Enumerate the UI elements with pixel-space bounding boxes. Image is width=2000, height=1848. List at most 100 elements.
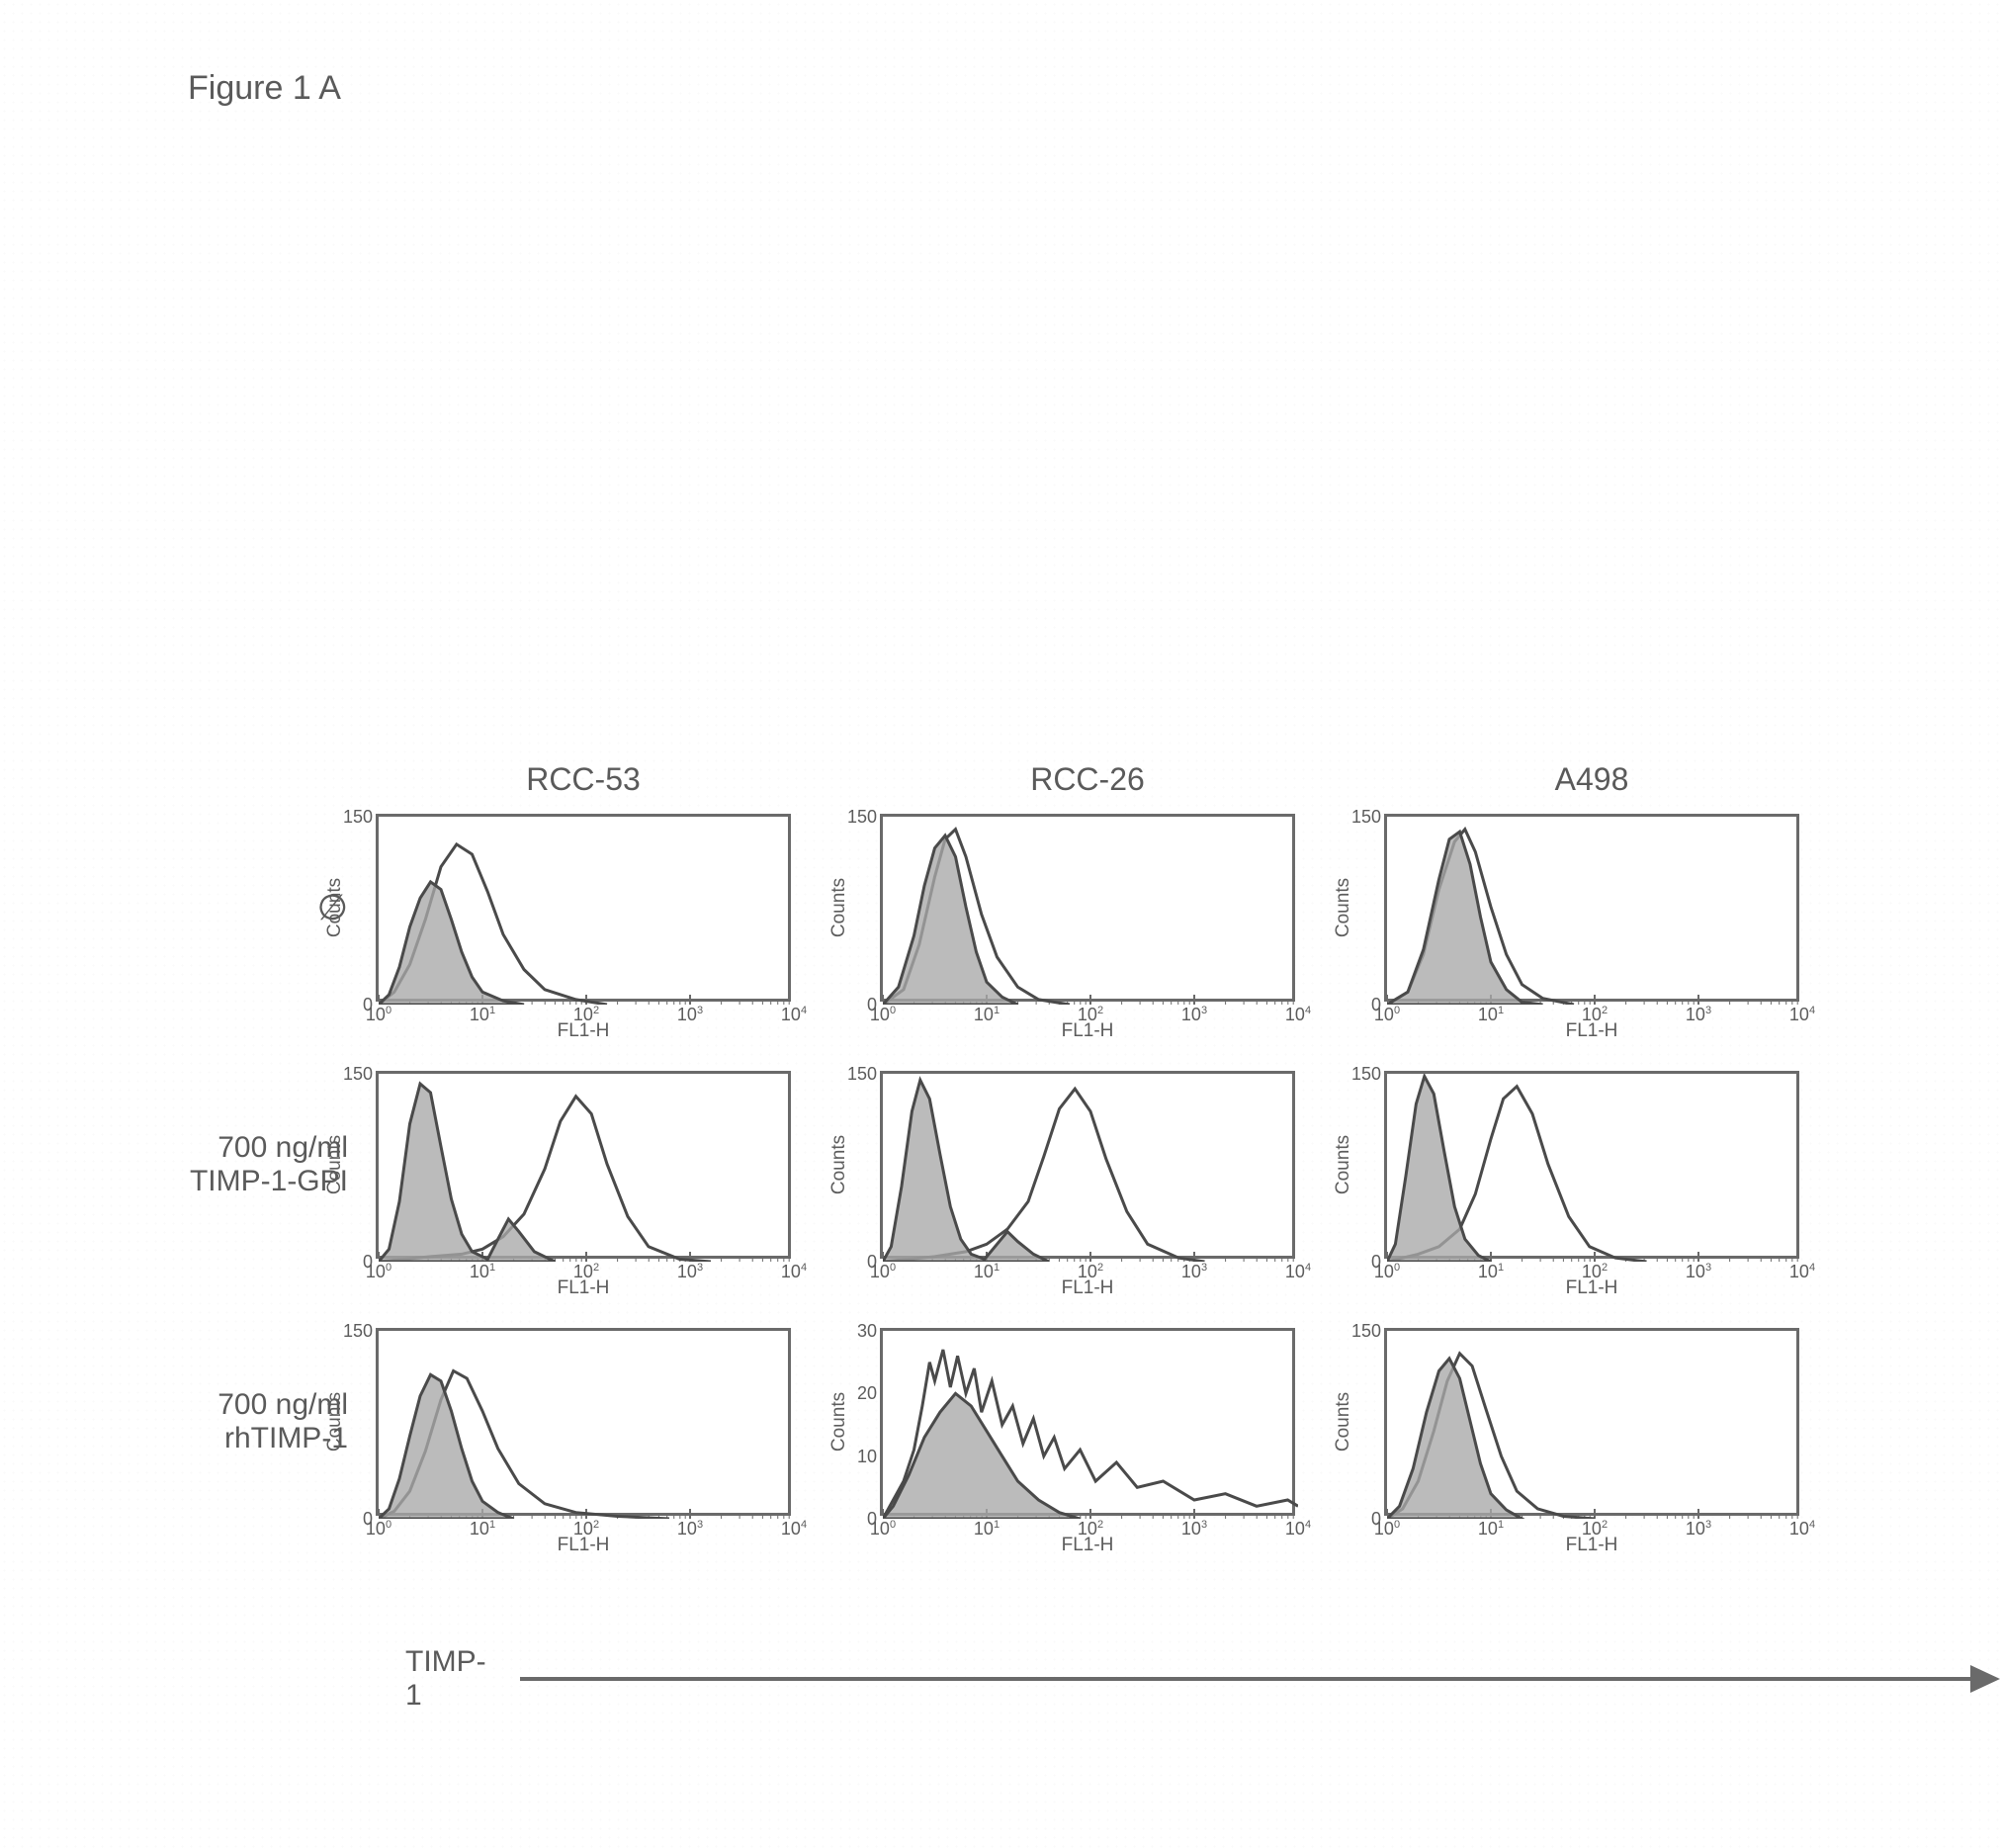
x-tick-labels: 100101102103104 bbox=[1387, 1005, 1796, 1024]
histogram-plot-area bbox=[379, 1331, 794, 1519]
x-tick-label: 104 bbox=[1285, 1519, 1311, 1540]
x-tick-label: 103 bbox=[1686, 1519, 1711, 1540]
flow-cytometry-histogram: Counts0102030FL1-H100101102103104 bbox=[880, 1328, 1295, 1516]
x-tick-label: 101 bbox=[974, 1519, 1000, 1540]
x-tick-label: 101 bbox=[974, 1262, 1000, 1282]
flow-cytometry-histogram: Counts0150FL1-H100101102103104 bbox=[1384, 1328, 1799, 1516]
y-axis-label: Counts bbox=[324, 878, 346, 937]
x-tick-label: 102 bbox=[1078, 1519, 1103, 1540]
panel-rows: ∅Counts0150FL1-H100101102103104Counts015… bbox=[148, 814, 1799, 1516]
x-tick-label: 100 bbox=[870, 1262, 896, 1282]
filled-histogram-curve bbox=[1387, 1359, 1522, 1519]
x-tick-label: 104 bbox=[781, 1005, 807, 1025]
x-tick-label: 100 bbox=[1374, 1005, 1400, 1025]
x-tick-label: 102 bbox=[573, 1005, 599, 1025]
x-tick-label: 103 bbox=[677, 1262, 703, 1282]
x-tick-label: 101 bbox=[1478, 1519, 1504, 1540]
filled-histogram-curve bbox=[379, 1374, 514, 1519]
y-tick-label: 150 bbox=[847, 807, 877, 828]
x-tick-label: 101 bbox=[1478, 1005, 1504, 1025]
histogram-plot-area bbox=[379, 817, 794, 1005]
x-tick-label: 100 bbox=[366, 1262, 391, 1282]
x-tick-label: 103 bbox=[1686, 1262, 1711, 1282]
x-tick-label: 104 bbox=[1789, 1005, 1815, 1025]
row-label-line: 700 ng/ml bbox=[148, 1388, 348, 1423]
y-tick-label: 150 bbox=[847, 1064, 877, 1085]
flow-cytometry-histogram: Counts0150FL1-H100101102103104 bbox=[1384, 1071, 1799, 1259]
column-header: RCC-26 bbox=[880, 761, 1295, 798]
arrow-label: TIMP-1 bbox=[405, 1645, 502, 1713]
x-tick-label: 104 bbox=[1789, 1519, 1815, 1540]
x-tick-label: 100 bbox=[870, 1519, 896, 1540]
filled-histogram-curve bbox=[379, 1084, 556, 1262]
y-tick-label: 150 bbox=[1351, 807, 1381, 828]
x-tick-label: 102 bbox=[1582, 1519, 1608, 1540]
histogram-plot-area bbox=[1387, 1331, 1802, 1519]
x-tick-labels: 100101102103104 bbox=[379, 1005, 788, 1024]
flow-cytometry-histogram: Counts0150FL1-H100101102103104 bbox=[376, 814, 791, 1002]
x-tick-label: 100 bbox=[366, 1519, 391, 1540]
x-tick-label: 102 bbox=[573, 1262, 599, 1282]
row-label-line: rhTIMP-1 bbox=[148, 1422, 348, 1456]
x-tick-label: 104 bbox=[1285, 1005, 1311, 1025]
x-tick-labels: 100101102103104 bbox=[1387, 1519, 1796, 1539]
x-tick-label: 100 bbox=[1374, 1262, 1400, 1282]
flow-cytometry-histogram: Counts0150FL1-H100101102103104 bbox=[376, 1071, 791, 1259]
x-tick-label: 103 bbox=[677, 1005, 703, 1025]
x-tick-label: 103 bbox=[1181, 1262, 1207, 1282]
x-axis-global-arrow: TIMP-1 bbox=[405, 1645, 2000, 1713]
y-axis-label: Counts bbox=[828, 1135, 850, 1194]
x-tick-label: 104 bbox=[781, 1519, 807, 1540]
filled-histogram-curve bbox=[883, 1080, 1049, 1262]
x-tick-label: 104 bbox=[1789, 1262, 1815, 1282]
y-tick-label: 150 bbox=[343, 1321, 373, 1342]
y-tick-label: 150 bbox=[1351, 1321, 1381, 1342]
flow-cytometry-histogram: Counts0150FL1-H100101102103104 bbox=[1384, 814, 1799, 1002]
row-label-line: 700 ng/ml bbox=[148, 1131, 348, 1166]
x-tick-label: 100 bbox=[870, 1005, 896, 1025]
x-tick-label: 104 bbox=[781, 1262, 807, 1282]
y-axis-label: Counts bbox=[1333, 878, 1354, 937]
x-tick-label: 103 bbox=[1686, 1005, 1711, 1025]
x-tick-label: 101 bbox=[1478, 1262, 1504, 1282]
histogram-plot-area bbox=[883, 817, 1298, 1005]
y-tick-label: 150 bbox=[343, 1064, 373, 1085]
y-axis-label: Counts bbox=[324, 1392, 346, 1452]
x-tick-label: 102 bbox=[1582, 1262, 1608, 1282]
filled-histogram-curve bbox=[1387, 1077, 1491, 1263]
column-header: A498 bbox=[1384, 761, 1799, 798]
histogram-plot-area bbox=[1387, 1074, 1802, 1262]
flow-cytometry-histogram: Counts0150FL1-H100101102103104 bbox=[880, 814, 1295, 1002]
y-tick-label: 150 bbox=[343, 807, 373, 828]
x-tick-label: 103 bbox=[1181, 1519, 1207, 1540]
panel-row: 700 ng/mlrhTIMP-1 Counts0150FL1-H10010110… bbox=[148, 1328, 1799, 1516]
x-tick-label: 100 bbox=[1374, 1519, 1400, 1540]
y-tick-label: 30 bbox=[847, 1321, 877, 1342]
figure-title: Figure 1 A bbox=[188, 69, 341, 108]
histogram-plot-area bbox=[883, 1074, 1298, 1262]
panel-row: ∅Counts0150FL1-H100101102103104Counts015… bbox=[148, 814, 1799, 1002]
histogram-grid: RCC-53RCC-26A498 ∅Counts0150FL1-H1001011… bbox=[148, 761, 1799, 1516]
flow-cytometry-histogram: Counts0150FL1-H100101102103104 bbox=[880, 1071, 1295, 1259]
x-tick-label: 100 bbox=[366, 1005, 391, 1025]
x-tick-label: 101 bbox=[470, 1519, 495, 1540]
x-tick-labels: 100101102103104 bbox=[1387, 1262, 1796, 1281]
y-axis-label: Counts bbox=[1333, 1392, 1354, 1452]
x-tick-label: 102 bbox=[1078, 1005, 1103, 1025]
x-tick-labels: 100101102103104 bbox=[883, 1519, 1292, 1539]
y-tick-label: 10 bbox=[847, 1447, 877, 1467]
histogram-plot-area bbox=[1387, 817, 1802, 1005]
x-tick-labels: 100101102103104 bbox=[379, 1519, 788, 1539]
arrow-head-icon bbox=[1970, 1665, 2000, 1693]
x-tick-labels: 100101102103104 bbox=[883, 1005, 1292, 1024]
panel-row: 700 ng/mlTIMP-1-GPICounts0150FL1-H100101… bbox=[148, 1071, 1799, 1259]
x-tick-labels: 100101102103104 bbox=[883, 1262, 1292, 1281]
x-tick-label: 102 bbox=[1078, 1262, 1103, 1282]
filled-histogram-curve bbox=[379, 882, 524, 1005]
x-tick-label: 101 bbox=[974, 1005, 1000, 1025]
histogram-plot-area bbox=[883, 1331, 1298, 1519]
x-tick-label: 104 bbox=[1285, 1262, 1311, 1282]
x-tick-label: 103 bbox=[677, 1519, 703, 1540]
histogram-plot-area bbox=[379, 1074, 794, 1262]
column-headers: RCC-53RCC-26A498 bbox=[376, 761, 1799, 798]
